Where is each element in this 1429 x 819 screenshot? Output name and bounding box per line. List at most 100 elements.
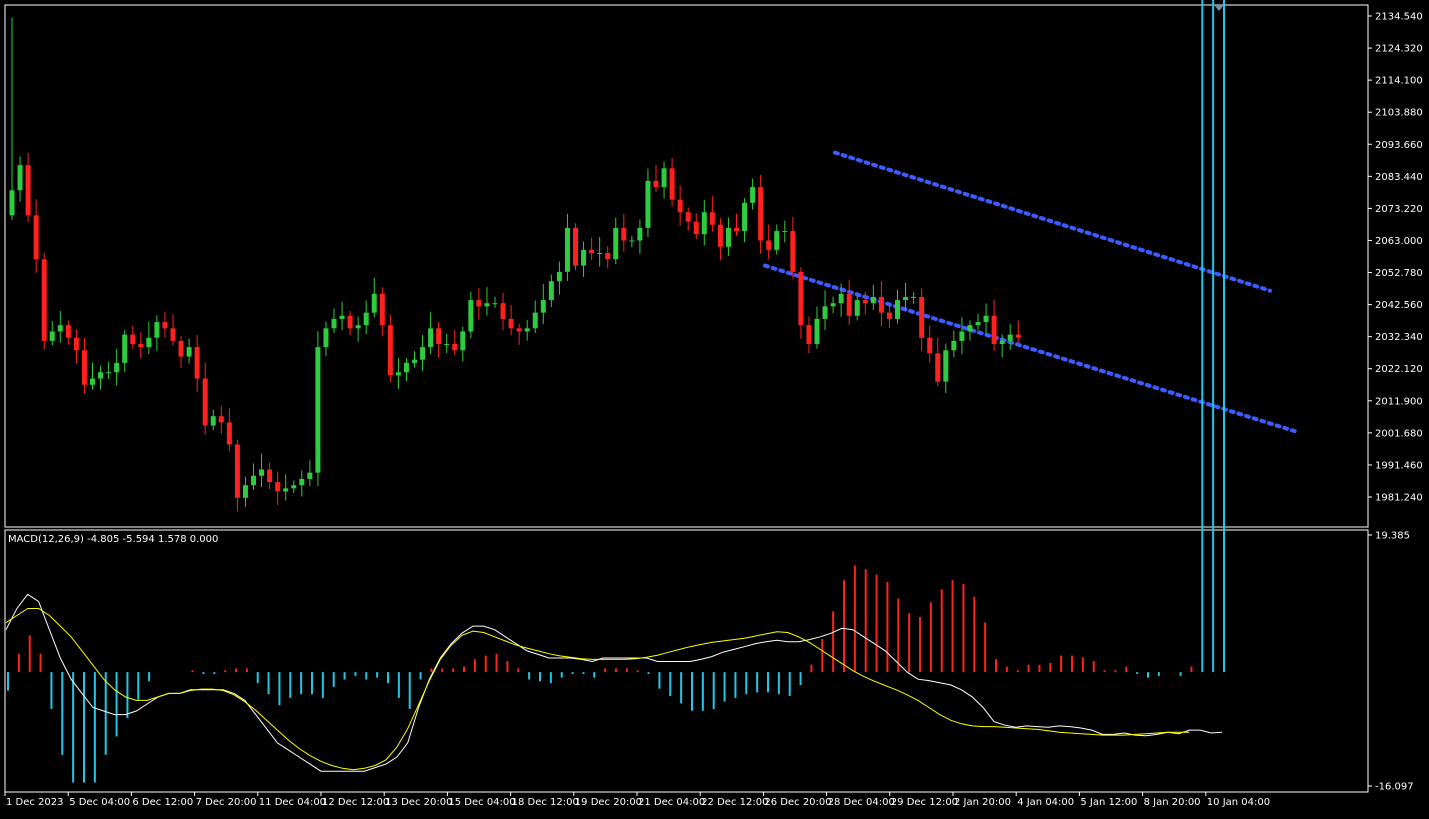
candle[interactable] xyxy=(371,277,377,318)
candle[interactable] xyxy=(766,224,772,259)
candle[interactable] xyxy=(114,348,120,386)
candle[interactable] xyxy=(621,213,627,252)
candle[interactable] xyxy=(734,213,739,236)
candle[interactable] xyxy=(33,199,39,273)
candle[interactable] xyxy=(629,235,635,248)
candle[interactable] xyxy=(452,329,458,355)
candle[interactable] xyxy=(830,296,836,314)
candle[interactable] xyxy=(412,351,417,368)
candle[interactable] xyxy=(516,323,522,345)
shift-marker-icon[interactable] xyxy=(1214,5,1224,11)
candle[interactable] xyxy=(589,237,595,260)
candle[interactable] xyxy=(806,316,812,354)
candle[interactable] xyxy=(895,289,900,324)
candle[interactable] xyxy=(468,291,474,339)
candle[interactable] xyxy=(750,178,756,210)
candle[interactable] xyxy=(49,321,55,346)
candle[interactable] xyxy=(645,168,651,238)
candle[interactable] xyxy=(878,280,884,327)
candle[interactable] xyxy=(967,320,973,341)
candle[interactable] xyxy=(186,338,192,364)
candle[interactable] xyxy=(556,261,562,295)
candle[interactable] xyxy=(943,343,949,393)
candle[interactable] xyxy=(637,219,643,254)
candle[interactable] xyxy=(210,409,216,431)
candle[interactable] xyxy=(613,217,619,264)
candle[interactable] xyxy=(798,267,804,339)
candle[interactable] xyxy=(886,306,892,329)
candle[interactable] xyxy=(975,313,981,330)
candle[interactable] xyxy=(669,157,675,207)
candle[interactable] xyxy=(194,334,200,393)
candle[interactable] xyxy=(226,408,232,452)
candle[interactable] xyxy=(540,284,546,324)
candle[interactable] xyxy=(387,314,393,383)
candle[interactable] xyxy=(677,185,683,226)
candle[interactable] xyxy=(1015,320,1021,343)
candle[interactable] xyxy=(758,174,764,254)
candle[interactable] xyxy=(41,252,47,350)
candle[interactable] xyxy=(717,218,723,261)
candle[interactable] xyxy=(927,325,933,363)
candle[interactable] xyxy=(693,213,699,239)
candle[interactable] xyxy=(347,311,353,336)
candle[interactable] xyxy=(251,463,256,490)
candle[interactable] xyxy=(935,337,941,387)
candle[interactable] xyxy=(653,164,659,192)
candle[interactable] xyxy=(57,311,63,343)
candle[interactable] xyxy=(524,319,530,341)
candle[interactable] xyxy=(701,199,707,246)
candle[interactable] xyxy=(661,161,667,199)
candle[interactable] xyxy=(299,470,305,497)
candle[interactable] xyxy=(903,282,909,312)
candle[interactable] xyxy=(685,207,691,231)
candle[interactable] xyxy=(500,292,506,331)
candle[interactable] xyxy=(90,362,95,390)
candle[interactable] xyxy=(838,283,844,317)
candle[interactable] xyxy=(822,290,828,331)
candle[interactable] xyxy=(854,295,860,321)
candle[interactable] xyxy=(444,333,450,354)
candle[interactable] xyxy=(138,331,144,359)
candle[interactable] xyxy=(911,292,917,304)
candle[interactable] xyxy=(106,361,112,380)
candle[interactable] xyxy=(790,216,796,279)
candle[interactable] xyxy=(846,279,852,325)
candle[interactable] xyxy=(951,330,957,358)
candle[interactable] xyxy=(122,329,128,372)
candle[interactable] xyxy=(202,362,208,435)
candle[interactable] xyxy=(395,358,401,389)
candle[interactable] xyxy=(170,314,176,346)
candle[interactable] xyxy=(484,287,490,316)
candle[interactable] xyxy=(420,334,426,371)
candle[interactable] xyxy=(548,274,554,307)
candle[interactable] xyxy=(742,198,748,243)
candle[interactable] xyxy=(991,299,997,351)
candle[interactable] xyxy=(9,17,15,221)
candle[interactable] xyxy=(492,296,498,308)
candle[interactable] xyxy=(532,300,538,334)
candle[interactable] xyxy=(291,480,297,494)
candle[interactable] xyxy=(242,476,248,507)
candle[interactable] xyxy=(65,320,71,345)
candle[interactable] xyxy=(460,326,466,362)
candle[interactable] xyxy=(154,315,160,352)
candle[interactable] xyxy=(283,474,289,501)
candle[interactable] xyxy=(339,301,345,331)
candle[interactable] xyxy=(81,338,87,394)
candle[interactable] xyxy=(782,220,788,243)
candle[interactable] xyxy=(476,287,482,320)
candle[interactable] xyxy=(162,311,168,338)
candle[interactable] xyxy=(275,471,281,505)
candle[interactable] xyxy=(17,156,23,202)
candle[interactable] xyxy=(379,287,385,337)
candle[interactable] xyxy=(315,331,321,487)
candle[interactable] xyxy=(919,288,925,352)
candle[interactable] xyxy=(870,284,876,311)
candle[interactable] xyxy=(403,358,409,382)
candle[interactable] xyxy=(146,321,152,355)
candle[interactable] xyxy=(709,196,715,232)
candle[interactable] xyxy=(436,321,442,358)
